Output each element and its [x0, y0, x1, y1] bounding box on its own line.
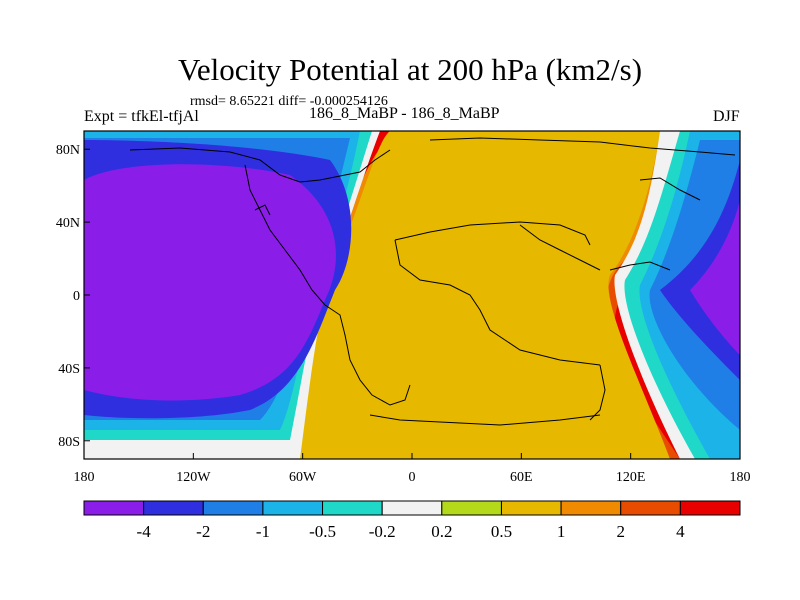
colorbar-label: -0.2 — [369, 522, 396, 541]
colorbar-label: -0.5 — [309, 522, 336, 541]
colorbar-swatch — [83, 500, 145, 516]
subtitle-label: 186_8_MaBP - 186_8_MaBP — [309, 105, 500, 122]
colorbar-swatch — [500, 500, 562, 516]
x-tick-label: 120W — [176, 470, 211, 485]
map-field — [84, 131, 740, 459]
colorbar-label: -1 — [256, 522, 270, 541]
colorbar-label: 4 — [676, 522, 685, 541]
colorbar-label: -2 — [196, 522, 210, 541]
season-label: DJF — [713, 108, 740, 125]
colorbar-swatch — [262, 500, 324, 516]
y-tick-label: 40N — [56, 216, 80, 231]
colorbar-label: -4 — [137, 522, 152, 541]
y-tick-label: 40S — [58, 362, 80, 377]
colorbar-swatch — [381, 500, 443, 516]
y-tick-label: 80S — [58, 435, 80, 450]
colorbar-swatch — [202, 500, 264, 516]
stats-label: rmsd= 8.65221 diff= -0.000254126 — [190, 94, 388, 109]
colorbar-label: 1 — [557, 522, 566, 541]
colorbar: -4 -2 -1 -0.5 -0.2 0.2 0.5 1 2 4 — [83, 500, 741, 541]
contour-band-min — [84, 164, 336, 401]
x-tick-label: 180 — [74, 470, 95, 485]
x-tick-label: 120E — [616, 470, 646, 485]
coastlines — [129, 137, 736, 426]
y-tick-label: 0 — [73, 289, 80, 304]
colorbar-swatch — [679, 500, 741, 516]
colorbar-swatch — [441, 500, 502, 516]
colorbar-label: 2 — [616, 522, 625, 541]
colorbar-label: 0.5 — [491, 522, 512, 541]
x-tick-label: 180 — [730, 470, 751, 485]
colorbar-label: 0.2 — [431, 522, 452, 541]
colorbar-swatch — [560, 500, 622, 516]
contour-band-0.5 — [290, 131, 670, 459]
colorbar-swatch — [620, 500, 681, 516]
x-axis: 180 120W 60W 0 60E 120E 180 — [74, 453, 751, 485]
x-tick-label: 60E — [510, 470, 533, 485]
colorbar-swatch — [143, 500, 204, 516]
y-axis: 80N 40N 0 40S 80S — [56, 143, 90, 450]
y-tick-label: 80N — [56, 143, 80, 158]
contour-band-east-min — [690, 200, 740, 355]
chart-title: Velocity Potential at 200 hPa (km2/s) — [177, 52, 643, 87]
experiment-label: Expt = tfkEl-tfjAl — [84, 108, 199, 125]
x-tick-label: 60W — [289, 470, 317, 485]
x-tick-label: 0 — [409, 470, 416, 485]
colorbar-swatch — [322, 500, 383, 516]
